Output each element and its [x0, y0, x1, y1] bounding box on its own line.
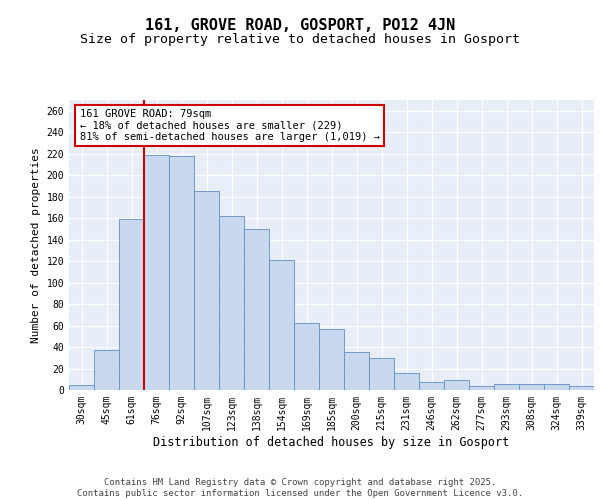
Bar — [519, 384, 544, 390]
Text: 161, GROVE ROAD, GOSPORT, PO12 4JN: 161, GROVE ROAD, GOSPORT, PO12 4JN — [145, 18, 455, 32]
Bar — [219, 216, 244, 390]
Text: 161 GROVE ROAD: 79sqm
← 18% of detached houses are smaller (229)
81% of semi-det: 161 GROVE ROAD: 79sqm ← 18% of detached … — [79, 108, 380, 142]
Bar — [444, 380, 469, 390]
Bar — [269, 260, 294, 390]
Bar — [194, 192, 219, 390]
Bar — [169, 156, 194, 390]
Bar — [569, 386, 594, 390]
Bar — [119, 219, 144, 390]
Bar — [344, 352, 369, 390]
Bar — [469, 386, 494, 390]
Bar — [319, 329, 344, 390]
Bar — [94, 350, 119, 390]
Bar — [494, 384, 519, 390]
Bar — [294, 324, 319, 390]
Y-axis label: Number of detached properties: Number of detached properties — [31, 147, 41, 343]
Bar — [144, 155, 169, 390]
X-axis label: Distribution of detached houses by size in Gosport: Distribution of detached houses by size … — [154, 436, 509, 448]
Text: Contains HM Land Registry data © Crown copyright and database right 2025.
Contai: Contains HM Land Registry data © Crown c… — [77, 478, 523, 498]
Text: Size of property relative to detached houses in Gosport: Size of property relative to detached ho… — [80, 32, 520, 46]
Bar — [369, 358, 394, 390]
Bar — [544, 384, 569, 390]
Bar — [419, 382, 444, 390]
Bar — [244, 229, 269, 390]
Bar — [69, 384, 94, 390]
Bar — [394, 373, 419, 390]
